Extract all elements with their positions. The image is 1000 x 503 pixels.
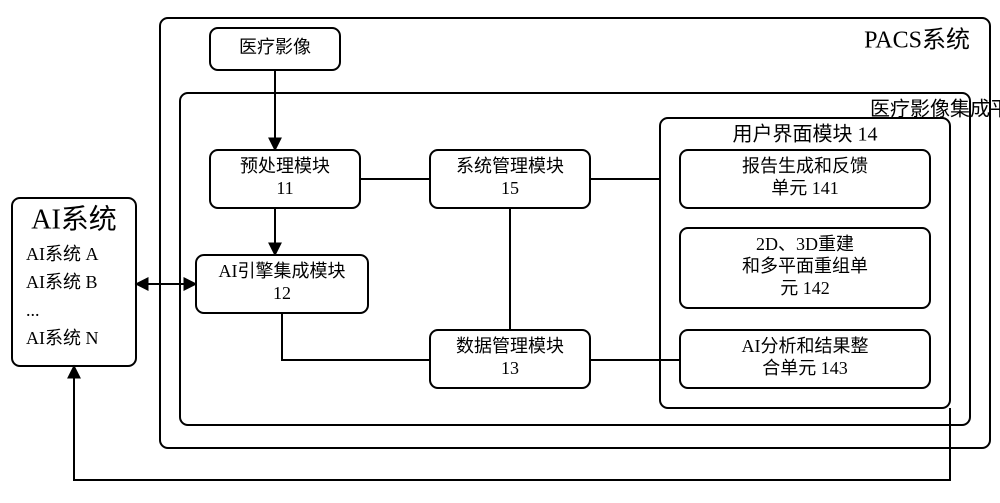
svg-text:AI分析和结果整: AI分析和结果整 <box>742 336 869 356</box>
svg-text:PACS系统: PACS系统 <box>864 27 970 54</box>
svg-text:2D、3D重建: 2D、3D重建 <box>756 234 854 254</box>
ai-system-item: ... <box>26 300 40 320</box>
svg-text:数据管理模块: 数据管理模块 <box>456 336 564 356</box>
svg-text:预处理模块: 预处理模块 <box>240 156 330 176</box>
svg-text:元 142: 元 142 <box>780 278 830 298</box>
ai-system-item: AI系统 N <box>26 328 99 348</box>
svg-text:系统管理模块: 系统管理模块 <box>456 156 564 176</box>
svg-text:报告生成和反馈: 报告生成和反馈 <box>742 156 868 176</box>
medical-imaging-box: 医疗影像 <box>210 28 340 70</box>
ai-engine-module-box: AI引擎集成模块12 <box>196 255 368 313</box>
ai-system-item: AI系统 A <box>26 244 99 264</box>
svg-text:和多平面重组单: 和多平面重组单 <box>742 256 868 276</box>
engine-to-datamgmt <box>282 313 430 360</box>
svg-text:15: 15 <box>501 178 519 198</box>
svg-text:12: 12 <box>273 283 291 303</box>
ai-analysis-unit-box: AI分析和结果整合单元 143 <box>680 330 930 388</box>
svg-text:单元 141: 单元 141 <box>771 178 839 198</box>
svg-text:AI系统: AI系统 <box>31 203 117 235</box>
svg-text:合单元 143: 合单元 143 <box>762 358 848 378</box>
ai-system-box: AI系统 AI系统 A AI系统 B... AI系统 N <box>12 198 136 366</box>
svg-text:13: 13 <box>501 358 519 378</box>
svg-text:AI引擎集成模块: AI引擎集成模块 <box>219 261 346 281</box>
preprocessing-module-box: 预处理模块11 <box>210 150 360 208</box>
data-management-module-box: 数据管理模块13 <box>430 330 590 388</box>
svg-text:用户界面模块 14: 用户界面模块 14 <box>733 123 878 146</box>
svg-text:11: 11 <box>276 178 293 198</box>
ai-system-item: AI系统 B <box>26 272 98 292</box>
diagram-canvas: PACS系统医疗影像集成平台AI系统AI系统 AAI系统 B...AI系统 N用… <box>0 0 1000 503</box>
svg-text:医疗影像: 医疗影像 <box>239 37 311 57</box>
report-unit-box: 报告生成和反馈单元 141 <box>680 150 930 208</box>
reconstruction-unit-box: 2D、3D重建和多平面重组单元 142 <box>680 228 930 308</box>
system-management-module-box: 系统管理模块15 <box>430 150 590 208</box>
